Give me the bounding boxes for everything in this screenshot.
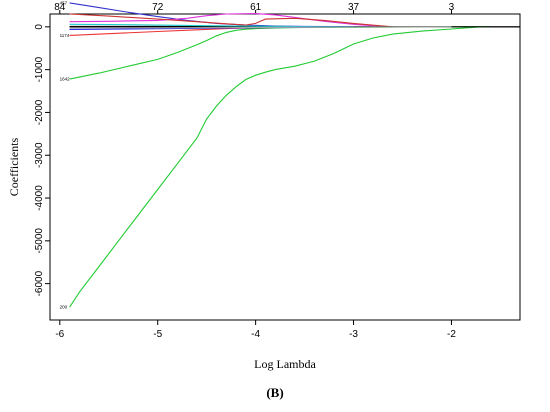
y-tick-label: -5000 [34,228,45,254]
top-tick-label: 3 [449,2,455,13]
y-tick-label: -1000 [34,56,45,82]
curve-label: 200 [60,305,68,310]
coefficient-path-chart: -6 -5 -4 -3 -2 84 72 61 37 3 0 -1000 -2000 -3000 -40… [7,0,521,371]
x-tick-label: -2 [447,329,456,340]
curve-label: 1642 [60,77,71,82]
curve-label: 457 [60,0,68,5]
x-tick-label: -3 [349,329,358,340]
x-tick-label: -4 [251,329,260,340]
series-line-7 [69,23,354,28]
series-layer [69,2,520,308]
plot-frame [49,13,521,321]
top-tick-label: 61 [250,2,262,13]
top-tick-label: 84 [54,2,66,13]
x-axis-title: Log Lambda [254,357,316,371]
top-tick-label: 37 [348,2,360,13]
curve-label: 1174 [60,33,70,38]
series-line-3 [69,13,383,27]
x-tick-label: -5 [153,329,162,340]
y-axis-title: Coefficients [7,137,21,196]
series-line-9 [69,26,452,29]
top-axis: 84 72 61 37 3 [54,2,455,14]
panel-label: (B) [266,385,284,400]
x-tick-label: -6 [55,329,64,340]
x-axis: -6 -5 -4 -3 -2 [55,320,456,340]
top-tick-label: 72 [152,2,164,13]
y-tick-label: 0 [34,24,45,30]
y-tick-label: -6000 [34,270,45,296]
y-axis: 0 -1000 -2000 -3000 -4000 -5000 -6000 [34,24,50,296]
y-tick-label: -4000 [34,185,45,211]
y-tick-label: -2000 [34,99,45,125]
series-line-0 [69,26,481,308]
series-line-4 [69,13,393,28]
curve-labels: 200 1642 457 1174 [60,0,71,309]
series-line-1 [69,26,491,80]
y-tick-label: -3000 [34,142,45,168]
